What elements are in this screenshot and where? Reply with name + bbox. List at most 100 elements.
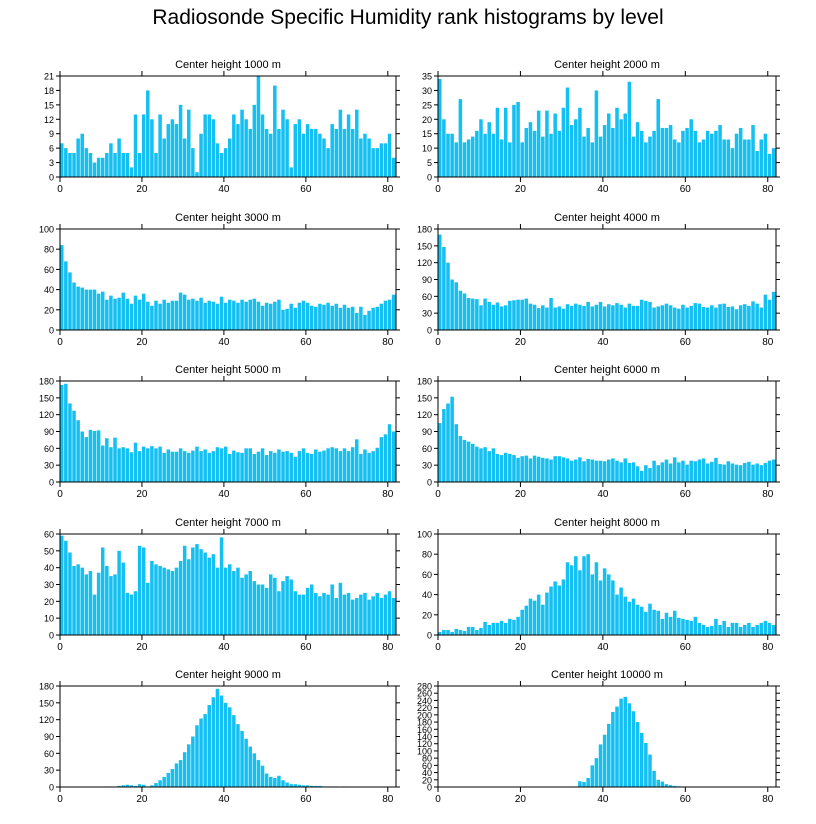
chart-2-bar <box>743 139 747 177</box>
chart-10-bar <box>615 706 619 787</box>
chart-7-bar <box>285 576 289 635</box>
chart-8-xtick-label: 80 <box>762 642 774 653</box>
chart-6-bar <box>611 458 615 482</box>
chart-5-xtick-label: 40 <box>218 489 230 500</box>
chart-5-bar <box>92 430 97 482</box>
chart-1-bar <box>318 133 322 177</box>
chart-6-ytick-label: 60 <box>422 444 432 454</box>
chart-6-bar <box>697 459 702 482</box>
chart-1-bar <box>72 152 76 177</box>
chart-9-bar <box>244 738 248 787</box>
chart-2-ytick-label: 20 <box>422 115 432 125</box>
chart-9-bar <box>285 782 289 787</box>
chart-8-bar <box>705 626 710 635</box>
chart-3-bar <box>211 301 216 330</box>
chart-8-ytick-label: 0 <box>427 631 432 641</box>
chart-8-bar <box>479 627 483 635</box>
chart-10-ytick-label: 140 <box>417 732 432 742</box>
chart-10-bar <box>668 785 673 787</box>
chart-3-ytick-label: 0 <box>49 326 54 336</box>
chart-10-bar <box>672 785 677 787</box>
chart-10-bar <box>635 722 640 787</box>
chart-7-bar <box>92 594 97 635</box>
chart-8-bar <box>701 624 706 635</box>
chart-6-bar <box>734 464 739 482</box>
chart-5-ytick-label: 60 <box>44 444 54 454</box>
chart-6-bar <box>759 465 764 482</box>
chart-9-bar <box>260 765 265 787</box>
chart-8-bar <box>528 598 533 635</box>
chart-5-bar <box>129 452 134 482</box>
chart-2-bar <box>734 133 739 177</box>
chart-4-bar <box>578 304 582 330</box>
chart-6-bar <box>594 460 599 482</box>
chart-3-bar <box>338 307 343 330</box>
chart-3-bar <box>240 299 244 330</box>
chart-8-bar <box>767 622 772 635</box>
chart-3-bar <box>289 303 293 330</box>
chart-6-bar <box>475 446 479 482</box>
chart-4-bar <box>730 306 735 330</box>
chart-4-bar <box>491 304 496 330</box>
chart-5-bar <box>146 448 150 482</box>
chart-3-frame <box>59 228 397 331</box>
chart-7-bar <box>318 596 322 635</box>
chart-7-bar <box>359 594 363 635</box>
chart-9-bar <box>162 776 166 787</box>
chart-8-bar <box>582 556 586 635</box>
chart-7-bar <box>170 571 175 635</box>
chart-8-bar <box>487 624 491 635</box>
chart-3-bar <box>166 302 171 330</box>
chart-3-bar <box>60 245 64 330</box>
chart-4-bar <box>660 305 665 330</box>
chart-5-bar <box>338 451 343 482</box>
chart-4-bar <box>549 298 553 330</box>
chart-7-bar <box>232 571 236 635</box>
chart-10-bar <box>598 744 603 787</box>
chart-5-bar <box>240 452 244 482</box>
chart-8-bar <box>524 605 529 635</box>
chart-6-bar <box>755 463 759 482</box>
chart-4-bar <box>747 305 751 330</box>
chart-2-bar <box>672 139 677 177</box>
chart-5-bar <box>113 437 117 482</box>
chart-5-bar <box>252 453 257 482</box>
chart-7-bar <box>125 592 130 635</box>
chart-7-bar <box>346 592 351 635</box>
chart-2-bar <box>598 136 603 177</box>
chart-3-ytick-label: 100 <box>39 225 54 235</box>
chart-3-bar <box>146 301 150 330</box>
chart-4-bar <box>503 305 508 330</box>
chart-3-bar <box>125 298 130 330</box>
chart-2-bar <box>767 153 772 177</box>
chart-1-bar <box>137 152 142 177</box>
chart-2-bar <box>565 87 570 177</box>
chart-4-bar <box>644 300 648 330</box>
chart-2-bar <box>495 107 500 177</box>
chart-7-bar <box>60 535 64 635</box>
chart-7-xtick-label: 0 <box>57 642 63 653</box>
chart-5-bar <box>121 447 125 482</box>
chart-7-bar <box>211 554 216 635</box>
chart-9-bar <box>129 785 134 787</box>
chart-4-bar <box>685 307 689 330</box>
chart-4-bar <box>462 293 467 330</box>
chart-7-bar <box>146 582 150 635</box>
chart-6-bar <box>668 463 673 482</box>
chart-2-bar <box>446 133 450 177</box>
chart-7-bar <box>256 584 261 635</box>
chart-5-bar <box>137 451 142 482</box>
chart-3-bar <box>133 295 138 330</box>
chart-1-bar <box>195 172 199 177</box>
chart-10-bar <box>611 711 615 787</box>
chart-3-bar <box>293 307 298 330</box>
chart-2-bar <box>635 122 640 177</box>
chart-7-bar <box>248 571 252 635</box>
chart-7-bar <box>203 552 207 635</box>
chart-9-bar <box>256 760 261 787</box>
chart-7-bar <box>236 567 240 635</box>
chart-2-bar <box>660 127 665 177</box>
chart-7-ytick-label: 50 <box>44 546 54 556</box>
chart-4-bar <box>705 307 710 330</box>
chart-7-ytick-label: 60 <box>44 530 54 540</box>
